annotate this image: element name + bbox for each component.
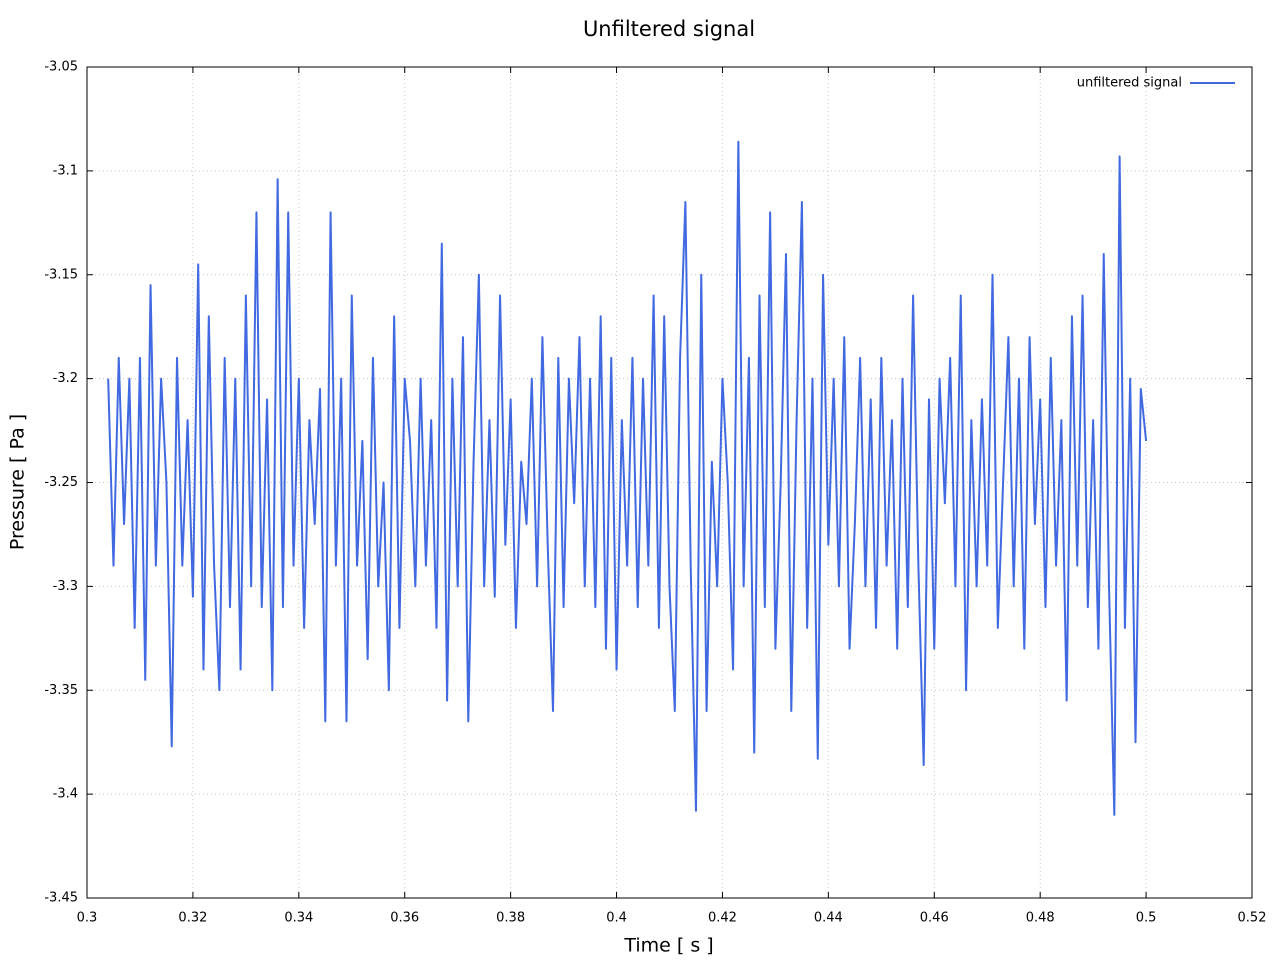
y-tick-label: -3.3 xyxy=(53,579,78,594)
x-tick-label: 0.48 xyxy=(1026,911,1055,926)
x-tick-label: 0.46 xyxy=(920,911,949,926)
y-tick-label: -3.05 xyxy=(44,60,78,75)
x-tick-label: 0.36 xyxy=(390,911,419,926)
y-tick-label: -3.4 xyxy=(53,787,78,802)
y-tick-label: -3.35 xyxy=(44,683,78,698)
legend-label: unfiltered signal xyxy=(1077,76,1182,91)
x-tick-label: 0.34 xyxy=(284,911,313,926)
data-line xyxy=(107,140,1148,816)
plot-border xyxy=(86,66,1253,899)
y-axis-title: Pressure [ Pa ] xyxy=(7,414,29,550)
y-tick-label: -3.1 xyxy=(53,163,78,178)
x-tick-label: 0.52 xyxy=(1238,911,1267,926)
x-tick-label: 0.5 xyxy=(1136,911,1157,926)
y-tick-label: -3.15 xyxy=(44,267,78,282)
x-axis-title: Time [ s ] xyxy=(623,935,713,957)
y-tick-label: -3.2 xyxy=(53,371,78,386)
y-tick-label: -3.25 xyxy=(44,475,78,490)
x-tick-label: 0.44 xyxy=(814,911,843,926)
y-tick-label: -3.45 xyxy=(44,891,78,906)
chart-title: Unfiltered signal xyxy=(583,17,755,41)
x-tick-label: 0.3 xyxy=(77,911,98,926)
x-tick-label: 0.4 xyxy=(606,911,627,926)
x-tick-label: 0.38 xyxy=(496,911,525,926)
plot: -3.45 -3.4 -3.35 -3.3 -3.25 -3.2 -3.15 -3.1 -3.0… xyxy=(44,60,1266,926)
x-tick-label: 0.32 xyxy=(178,911,207,926)
x-tick-label: 0.42 xyxy=(708,911,737,926)
